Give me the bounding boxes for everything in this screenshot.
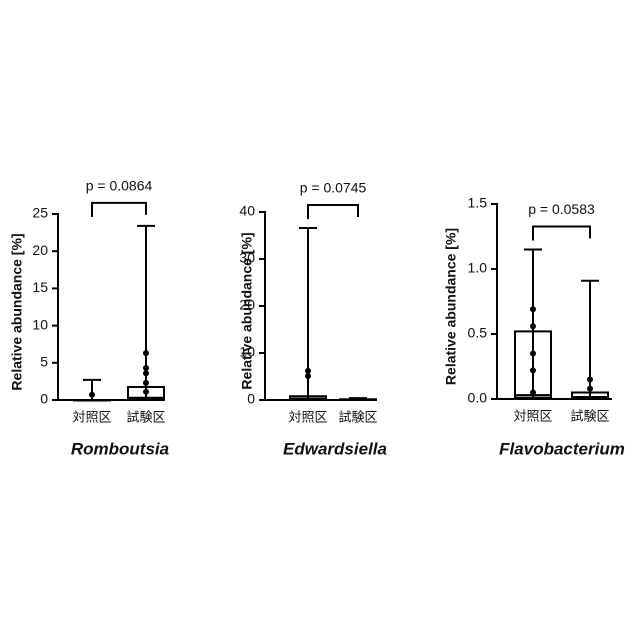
y-axis-label: Relative abundance [%] bbox=[443, 228, 459, 385]
y-axis-label: Relative abundance [%] bbox=[239, 232, 255, 389]
data-point bbox=[305, 368, 311, 374]
x-tick-label: 試験区 bbox=[338, 409, 377, 424]
y-tick-label: 15 bbox=[32, 279, 48, 295]
data-point bbox=[305, 373, 311, 379]
y-tick-label: 0 bbox=[40, 391, 48, 407]
x-tick-label: 対照区 bbox=[513, 408, 552, 423]
data-point bbox=[143, 350, 149, 356]
y-tick-label: 10 bbox=[32, 316, 48, 332]
p-value: p = 0.0864 bbox=[86, 178, 153, 194]
y-tick-label: 1.5 bbox=[468, 195, 488, 211]
y-tick-label: 25 bbox=[32, 205, 48, 221]
y-tick-label: 1.0 bbox=[468, 260, 488, 276]
significance-bracket bbox=[308, 205, 358, 219]
data-point bbox=[530, 351, 536, 357]
data-point bbox=[587, 386, 593, 392]
x-tick-label: 試験区 bbox=[570, 408, 609, 423]
data-point bbox=[143, 380, 149, 386]
significance-bracket bbox=[92, 203, 146, 217]
chart-title: Romboutsia bbox=[71, 439, 169, 458]
data-point bbox=[587, 377, 593, 383]
data-point bbox=[143, 370, 149, 376]
x-tick-label: 試験区 bbox=[126, 409, 165, 424]
p-value: p = 0.0745 bbox=[300, 180, 367, 196]
y-tick-label: 0.0 bbox=[468, 390, 488, 406]
y-tick-label: 20 bbox=[32, 242, 48, 258]
y-tick-label: 0 bbox=[247, 391, 255, 407]
y-tick-label: 0.5 bbox=[468, 325, 488, 341]
y-tick-label: 5 bbox=[40, 354, 48, 370]
data-point bbox=[530, 367, 536, 373]
p-value: p = 0.0583 bbox=[528, 201, 595, 217]
data-point bbox=[530, 390, 536, 396]
y-tick-label: 40 bbox=[239, 203, 255, 219]
y-axis-label: Relative abundance [%] bbox=[9, 233, 25, 390]
data-point bbox=[89, 392, 95, 398]
data-point bbox=[530, 306, 536, 312]
chart-title: Edwardsiella bbox=[283, 439, 387, 458]
figure: 0 5 10 15 20 25 Relative abundance [%] Rombouts… bbox=[0, 0, 640, 640]
x-tick-label: 対照区 bbox=[72, 409, 111, 424]
data-point bbox=[143, 365, 149, 371]
significance-bracket bbox=[533, 227, 590, 241]
data-point bbox=[143, 389, 149, 395]
data-point bbox=[530, 323, 536, 329]
chart-title: Flavobacterium bbox=[499, 439, 625, 458]
x-tick-label: 対照区 bbox=[288, 409, 327, 424]
